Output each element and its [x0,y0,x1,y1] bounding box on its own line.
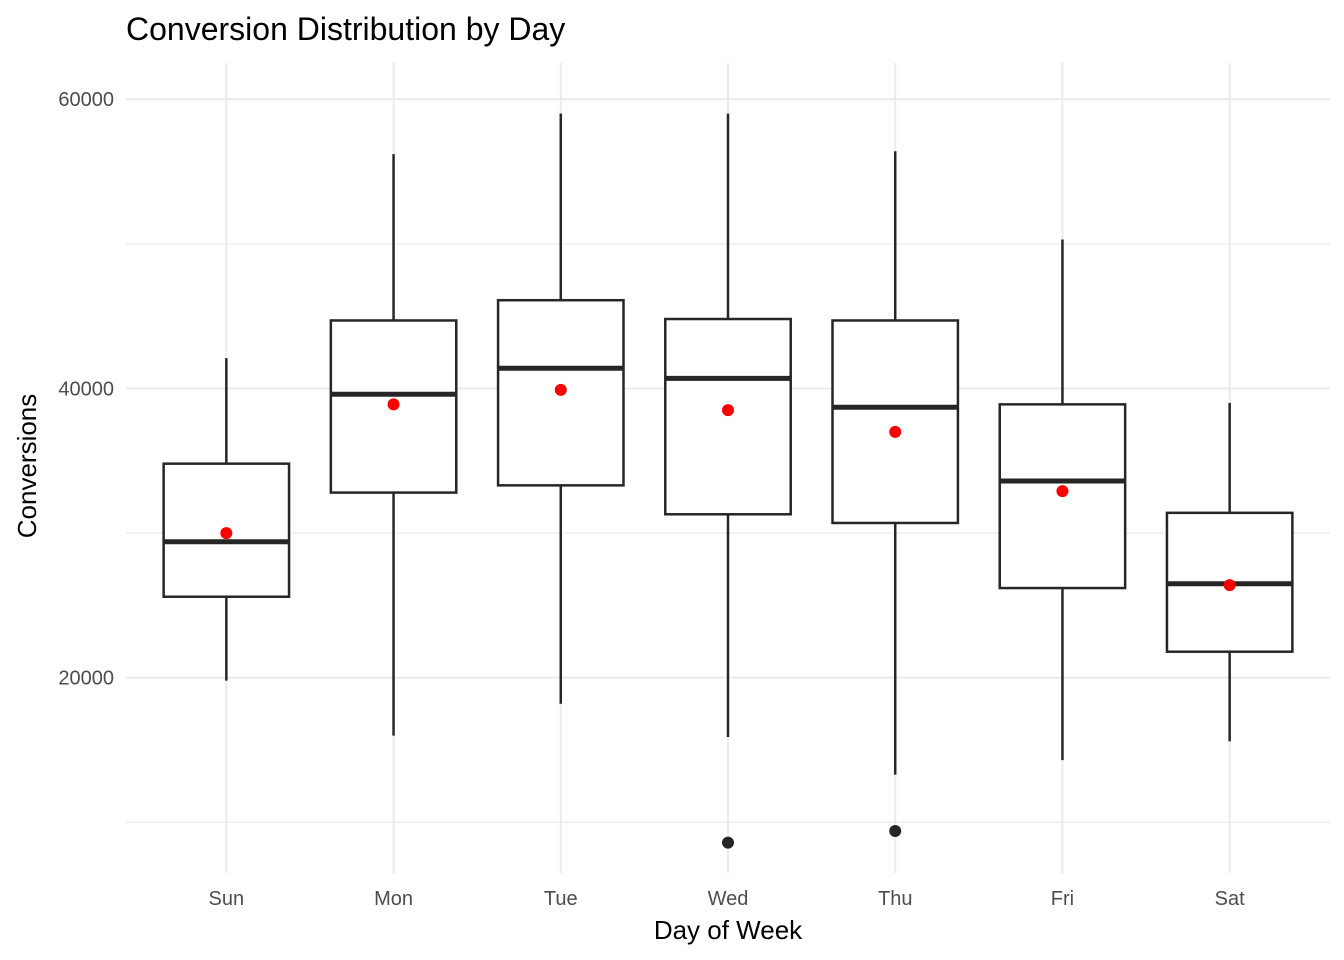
y-axis-ticks: 20000 40000 60000 [58,89,114,690]
box-iqr [831,319,960,525]
mean-point [554,383,567,396]
mean-point [387,398,400,411]
chart-title: Conversion Distribution by Day [126,11,565,47]
box-group-sun [162,358,291,681]
x-tick-label: Mon [374,888,413,910]
mean-point [1056,485,1069,498]
box-group-thu [831,151,960,838]
x-axis-ticks: Sun Mon Tue Wed Thu Fri Sat [209,888,1246,910]
mean-point [220,527,233,540]
y-tick-label: 40000 [58,378,114,400]
box-group-wed [664,113,792,849]
box-plots [162,113,1294,849]
y-tick-label: 60000 [58,89,114,111]
mean-point [1223,579,1236,592]
x-tick-label: Thu [878,888,912,910]
x-tick-label: Tue [544,888,578,910]
x-tick-label: Sun [209,888,245,910]
box-group-tue [496,113,625,704]
box-group-fri [998,239,1127,761]
box-group-sat [1165,402,1294,742]
x-axis-title: Day of Week [654,915,803,945]
y-tick-label: 20000 [58,668,114,690]
outlier-point [722,836,734,849]
box-iqr [664,317,792,516]
x-tick-label: Wed [708,888,749,910]
x-tick-label: Fri [1051,888,1074,910]
box-group-mon [329,154,458,736]
x-tick-label: Sat [1215,888,1245,910]
y-axis-title: Conversions [12,394,42,539]
mean-point [889,425,902,438]
outlier-point [889,825,902,838]
mean-point [722,404,734,417]
